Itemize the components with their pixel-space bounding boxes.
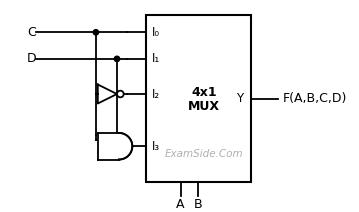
Bar bbox=[98, 133, 132, 159]
Text: I₃: I₃ bbox=[151, 140, 160, 153]
Polygon shape bbox=[119, 133, 132, 159]
Text: 4x1: 4x1 bbox=[191, 86, 216, 99]
Circle shape bbox=[117, 91, 124, 97]
Text: I₂: I₂ bbox=[151, 88, 160, 100]
Text: B: B bbox=[194, 198, 203, 211]
Text: A: A bbox=[176, 198, 185, 211]
Text: ExamSide.Com: ExamSide.Com bbox=[165, 149, 243, 159]
Text: F(A,B,C,D): F(A,B,C,D) bbox=[283, 92, 347, 105]
Text: I₀: I₀ bbox=[151, 26, 159, 39]
Text: I₁: I₁ bbox=[151, 52, 160, 65]
Text: D: D bbox=[27, 52, 37, 65]
Circle shape bbox=[93, 30, 99, 35]
Text: C: C bbox=[27, 26, 36, 39]
Text: MUX: MUX bbox=[188, 100, 220, 113]
Text: Y: Y bbox=[237, 92, 243, 105]
Polygon shape bbox=[98, 85, 117, 103]
Bar bbox=[146, 15, 251, 182]
Circle shape bbox=[114, 56, 120, 61]
